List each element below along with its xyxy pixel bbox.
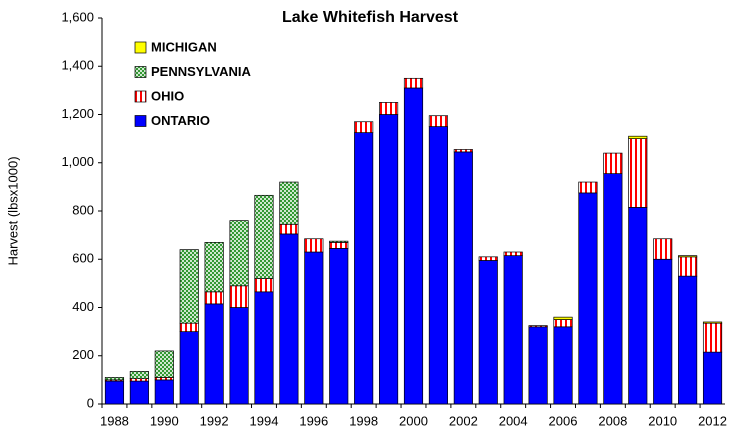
bar-segment (478, 256, 498, 261)
x-tick-label: 2006 (549, 413, 578, 428)
bar-segment (553, 326, 573, 405)
legend-label: OHIO (151, 88, 184, 103)
x-tick-label: 2000 (399, 413, 428, 428)
legend-swatch (134, 41, 147, 54)
x-tick-label: 1998 (349, 413, 378, 428)
bar-segment (653, 238, 673, 260)
bar-segment (154, 350, 174, 378)
bar-segment (678, 275, 698, 405)
bar-segment (179, 322, 199, 332)
bar-segment (154, 379, 174, 405)
bar-segment (354, 121, 374, 133)
bar-segment (702, 351, 723, 405)
bar-segment (603, 173, 623, 405)
x-tick-label: 2012 (698, 413, 727, 428)
bar-segment (304, 251, 324, 405)
y-tick-label: 0 (87, 395, 94, 410)
bar-segment (403, 87, 424, 405)
bar-segment (179, 249, 199, 324)
x-tick-label: 1992 (200, 413, 229, 428)
x-tick-label: 2002 (449, 413, 478, 428)
chart-title: Lake Whitefish Harvest (282, 9, 459, 26)
y-tick-label: 1,400 (61, 58, 94, 73)
bar-segment (279, 181, 299, 225)
y-axis-label: Harvest (lbsx1000) (5, 156, 20, 265)
bar-segment (603, 152, 623, 174)
bar-segment (129, 371, 149, 380)
x-tick-label: 1994 (250, 413, 279, 428)
bar-segment (628, 138, 648, 208)
bar-segment (104, 380, 125, 405)
x-tick-label: 2008 (598, 413, 627, 428)
x-tick-label: 1990 (150, 413, 179, 428)
bar-segment (578, 192, 598, 405)
bar-segment (428, 115, 448, 127)
legend-label: ONTARIO (151, 113, 210, 128)
legend-label: PENNSYLVANIA (151, 64, 252, 79)
y-tick-label: 1,000 (61, 154, 94, 169)
bar-segment (453, 149, 473, 153)
y-tick-label: 1,600 (61, 9, 94, 24)
bar-segment (279, 223, 299, 235)
bar-segment (154, 377, 174, 381)
bar-segment (229, 220, 249, 287)
x-tick-label: 1988 (100, 413, 129, 428)
bar-segment (229, 285, 249, 308)
legend-label: MICHIGAN (151, 39, 217, 54)
legend-swatch (134, 115, 147, 127)
bar-segment (329, 240, 349, 243)
y-tick-label: 1,200 (61, 106, 94, 121)
bar-segment (254, 291, 274, 405)
bar-segment (578, 181, 598, 194)
legend-swatch (134, 90, 147, 103)
bar-segment (204, 242, 224, 293)
bar-segment (453, 151, 473, 405)
bar-segment (628, 135, 648, 139)
bar-segment (329, 242, 349, 249)
bar-segment (179, 331, 199, 405)
bar-segment (428, 126, 448, 405)
x-tick-label: 2010 (648, 413, 677, 428)
bar-segment (403, 77, 424, 89)
y-tick-label: 200 (72, 347, 94, 362)
bar-segment (204, 291, 224, 305)
bar-segment (254, 194, 274, 279)
bar-segment (528, 326, 548, 405)
bar-segment (129, 380, 149, 405)
y-tick-label: 600 (72, 251, 94, 266)
bar-segment (702, 321, 723, 324)
legend-swatch (134, 66, 147, 78)
bar-segment (129, 378, 149, 382)
bar-segment (204, 303, 224, 405)
bar-segment (628, 207, 648, 405)
bar-segment (379, 114, 399, 405)
bar-segment (379, 102, 399, 115)
bar-segment (478, 260, 498, 405)
bar-segment (254, 278, 274, 293)
bar-segment (304, 238, 324, 253)
bar-segment (678, 255, 698, 258)
bar-segment (503, 255, 523, 405)
bar-segment (702, 322, 723, 353)
x-tick-label: 1996 (299, 413, 328, 428)
bar-segment (553, 316, 573, 320)
bar-segment (104, 377, 125, 381)
bar-segment (354, 132, 374, 405)
bar-segment (329, 248, 349, 405)
bar-segment (678, 256, 698, 277)
y-tick-label: 800 (72, 202, 94, 217)
y-tick-label: 400 (72, 299, 94, 314)
bar-segment (653, 258, 673, 405)
bar-segment (553, 319, 573, 328)
bar-segment (279, 233, 299, 405)
bar-segment (503, 251, 523, 256)
bar-segment (528, 325, 548, 328)
bar-segment (229, 307, 249, 405)
x-tick-label: 2004 (499, 413, 528, 428)
